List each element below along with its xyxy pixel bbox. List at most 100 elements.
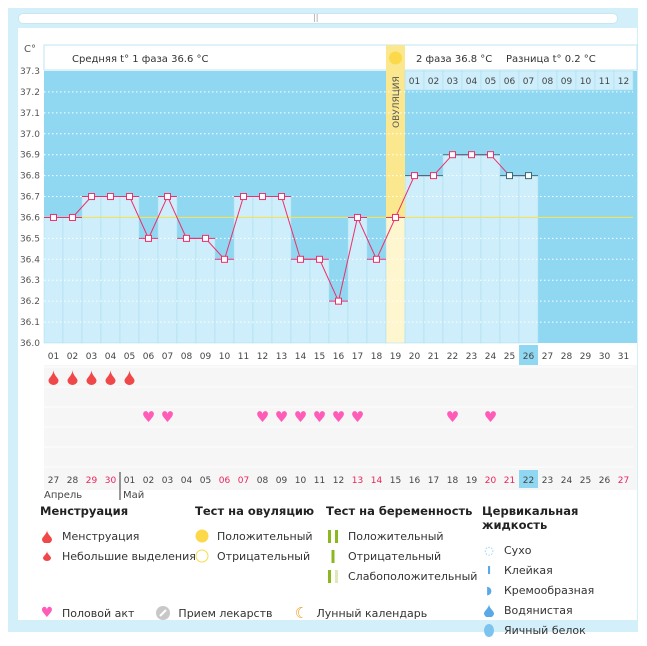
ovulation-label: ОВУЛЯЦИЯ	[392, 76, 402, 128]
legend-label: Небольшие выделения	[62, 549, 196, 563]
moon-icon: ☾	[294, 604, 309, 622]
temperature-difference: Разница t° 0.2 °C	[506, 54, 596, 65]
data-point	[221, 255, 228, 263]
legend-label: Положительный	[217, 529, 313, 543]
faint-line-icon	[326, 569, 340, 583]
calendar-date: 23	[542, 476, 553, 486]
next-cycle-day: 09	[561, 77, 573, 87]
cycle-day-label: 31	[618, 352, 629, 362]
heart-icon: ♥	[40, 605, 54, 621]
calendar-date: 25	[580, 476, 591, 486]
data-point	[506, 172, 513, 180]
calendar-date: 19	[466, 476, 478, 486]
data-point	[468, 151, 475, 159]
data-point	[525, 172, 532, 180]
legend-item: Менструация	[40, 526, 196, 546]
calendar-date: 10	[295, 476, 307, 486]
temperature-bar	[81, 196, 102, 344]
blood-drop-icon	[67, 370, 78, 385]
calendar-date: 12	[333, 476, 344, 486]
temperature-bar	[138, 238, 159, 344]
cycle-day-label: 10	[219, 352, 231, 362]
legend-label: Яичный белок	[504, 623, 586, 637]
legend-label: Клейкая	[504, 563, 553, 577]
next-cycle-day: 02	[428, 77, 439, 87]
month-label: Апрель	[44, 490, 82, 501]
legend-cervical-fluid: Цервикальная жидкость ◌ Сухо I Клейкая ◗ Кр…	[482, 504, 647, 640]
legend-label: Отрицательный	[348, 549, 442, 563]
data-point	[69, 213, 76, 221]
legend-pregnancy-test: Тест на беременность Положительный Отриц…	[326, 504, 477, 586]
calendar-date: 24	[561, 476, 573, 486]
calendar-date: 07	[238, 476, 249, 486]
legend-title: Менструация	[40, 504, 129, 518]
heart-icon: ♥	[275, 408, 288, 426]
next-cycle-day: 11	[599, 77, 610, 87]
negative-circle-icon	[195, 549, 209, 563]
calendar-date: 22	[523, 476, 534, 486]
next-cycle-day: 04	[466, 77, 478, 87]
cycle-day-label: 23	[466, 352, 477, 362]
scroll-grip-icon[interactable]: ||	[313, 13, 319, 22]
data-point	[430, 172, 437, 180]
y-tick-label: 37.2	[20, 88, 40, 98]
temperature-bar	[461, 154, 482, 344]
calendar-date: 04	[181, 476, 193, 486]
cycle-day-label: 02	[67, 352, 78, 362]
calendar-date: 13	[352, 476, 363, 486]
temperature-bar	[100, 196, 121, 344]
calendar-date: 27	[618, 476, 629, 486]
legend-item: Положительный	[326, 526, 477, 546]
calendar-date: 17	[428, 476, 439, 486]
y-tick-label: 36.7	[20, 193, 40, 203]
cycle-day-label: 13	[276, 352, 287, 362]
data-point	[354, 213, 361, 221]
next-cycle-day: 12	[618, 77, 629, 87]
legend-item: Слабоположительный	[326, 566, 477, 586]
cycle-day-label: 03	[86, 352, 97, 362]
legend-title: Тест на беременность	[326, 504, 473, 518]
data-point	[278, 193, 285, 201]
legend-item: Отрицательный	[195, 546, 314, 566]
next-cycle-day: 05	[485, 77, 496, 87]
legend-label: Водянистая	[504, 603, 573, 617]
y-tick-label: 36.9	[20, 151, 40, 161]
legend-item: ♥ Половой акт	[40, 603, 135, 623]
legend-other: ♥ Половой акт Прием лекарств ☾ Лунный кале…	[40, 603, 427, 623]
heart-icon: ♥	[446, 408, 459, 426]
next-cycle-day: 06	[504, 77, 516, 87]
blood-drop-icon	[40, 529, 54, 543]
ovulation-positive-icon	[389, 51, 402, 65]
ovulation-column	[386, 45, 405, 218]
cycle-day-label: 17	[352, 352, 363, 362]
cycle-day-label: 01	[48, 352, 59, 362]
heart-icon: ♥	[313, 408, 326, 426]
temperature-bar	[119, 196, 140, 344]
cycle-day-label: 15	[314, 352, 325, 362]
data-point	[297, 255, 304, 263]
pill-icon	[156, 606, 171, 620]
cycle-day-label: 12	[257, 352, 268, 362]
y-tick-label: 36.4	[20, 255, 40, 265]
watery-drop-icon	[482, 603, 496, 617]
horizontal-scrollbar[interactable]	[18, 13, 618, 24]
heart-icon: ♥	[332, 408, 345, 426]
cycle-day-label: 19	[390, 352, 402, 362]
data-point	[50, 213, 57, 221]
data-point	[392, 213, 399, 221]
calendar-date: 09	[276, 476, 288, 486]
creamy-icon: ◗	[486, 583, 492, 597]
legend-ovulation-test: Тест на овуляцию Положительный Отрицател…	[195, 504, 314, 566]
calendar-date: 29	[86, 476, 98, 486]
legend-item: ◌ Сухо	[482, 540, 647, 560]
heart-icon: ♥	[161, 408, 174, 426]
data-point	[164, 193, 171, 201]
header-bar	[43, 44, 638, 71]
calendar-date: 16	[409, 476, 421, 486]
cycle-day-label: 04	[105, 352, 117, 362]
y-tick-label: 36.8	[20, 172, 40, 182]
data-point	[487, 151, 494, 159]
cycle-day-label: 20	[409, 352, 421, 362]
heart-icon: ♥	[484, 408, 497, 426]
legend-label: Лунный календарь	[316, 606, 428, 620]
